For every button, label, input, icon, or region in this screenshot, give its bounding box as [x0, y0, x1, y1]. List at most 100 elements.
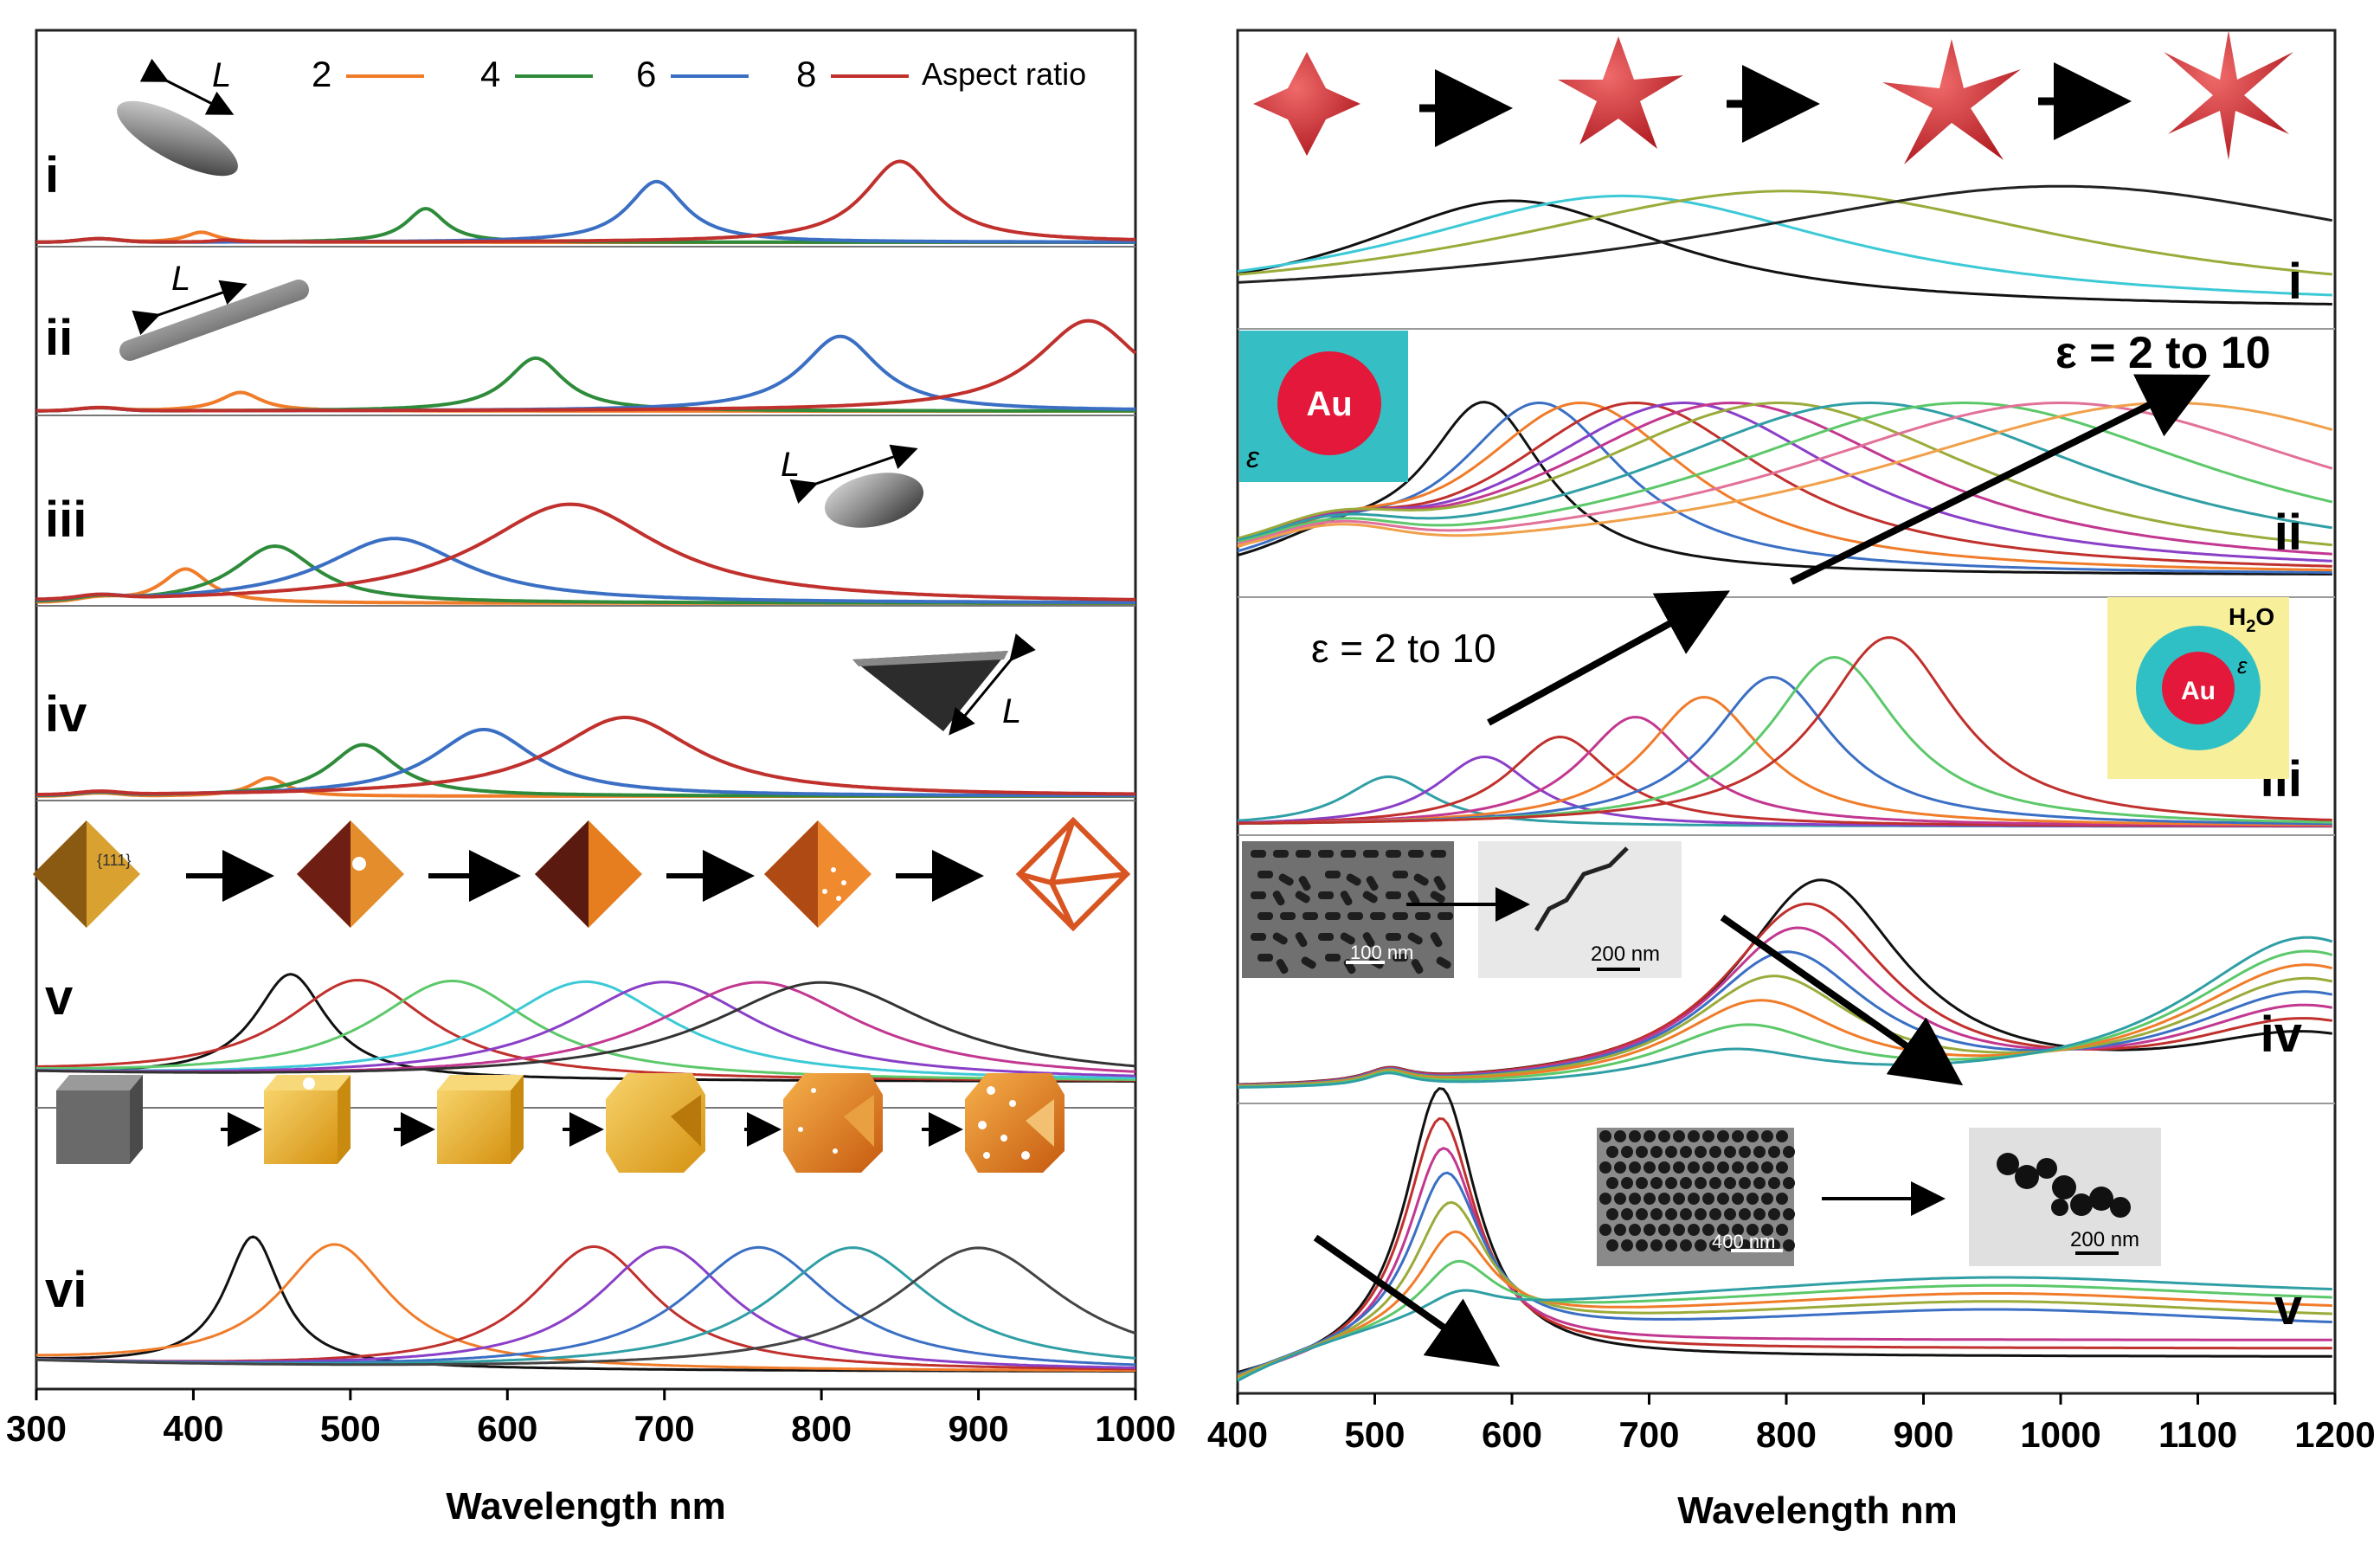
spectrum-panel-v-series-2: [36, 980, 1135, 1081]
spectrum-panel-iv-series-6: [1237, 949, 2333, 1089]
spectrum-panel-ii-series-8: [1237, 402, 2333, 544]
left-panel-separators: [36, 246, 1135, 1109]
spectrum-panel-v-series-1: [1237, 1116, 2332, 1376]
tick-label: 1000: [2020, 1414, 2100, 1455]
spectrum-panel-ii-series-4: [1237, 402, 2332, 563]
nanostar-growth-icons: [1239, 30, 2312, 164]
spectrum-ar-4-panel-iv: [35, 743, 1135, 798]
au-core-shell-water-inset: Au ε H2O: [2107, 597, 2289, 779]
spectrum-ar-4-panel-i: [36, 206, 1135, 244]
nanorod-icon: L: [119, 260, 309, 361]
panel-label-v: v: [45, 969, 73, 1026]
panel-label-iii: iii: [45, 492, 87, 548]
spectrum-panel-v-series-5: [36, 981, 1136, 1074]
disk-icon: L: [781, 444, 924, 528]
panel-label-i: i: [2288, 254, 2302, 310]
spectrum-panel-v-series-4: [1237, 1200, 2332, 1378]
spectrum-panel-v-series-3: [1237, 1171, 2332, 1376]
scale-bar-label: 100 nm: [1350, 942, 1413, 963]
epsilon-label: ε: [1246, 441, 1260, 474]
tem-chain-inset: 200 nm: [1478, 841, 1682, 978]
dimension-label: L: [212, 56, 231, 94]
octahedron-to-nanoframe-icons: {111}: [33, 816, 1131, 932]
spectrum-panel-v-series-2: [1237, 1147, 2332, 1378]
left-x-axis: 300 400 500 600 700 800 900 1000: [6, 1389, 1176, 1449]
panel-label-ii: ii: [45, 310, 73, 366]
spectrum-panel-ii-series-7: [1237, 402, 2333, 542]
tick-label: 700: [634, 1408, 695, 1449]
spectrum-panel-v-series-5: [1237, 1230, 2332, 1380]
spectrum-panel-v-series-4: [35, 981, 1136, 1077]
tick-label: 600: [1482, 1414, 1542, 1455]
spectrum-panel-iii-series-7: [1237, 636, 2332, 825]
legend-entry-2: 2: [312, 54, 331, 94]
spectrum-panel-ii-series-0: [1237, 401, 2332, 576]
tick-label: 1100: [2158, 1414, 2237, 1455]
spectrum-panel-iii-series-3: [1237, 716, 2332, 827]
spectrum-panel-i-series-1: [1237, 194, 2332, 297]
legend-entry-4: 4: [480, 54, 500, 94]
legend: 2 4 6 8 Aspect ratio: [312, 54, 1086, 94]
spectrum-ar-8-panel-iii: [35, 502, 1135, 601]
epsilon-label: ε: [2237, 653, 2248, 679]
tick-label: 500: [1344, 1414, 1405, 1455]
dimension-label: L: [171, 260, 190, 298]
tick-label: 800: [1756, 1414, 1817, 1455]
dimension-label: L: [781, 446, 800, 484]
spectrum-panel-v-series-6: [1237, 1259, 2332, 1381]
tick-label: 900: [949, 1408, 1009, 1449]
tem-nanorods-inset: 100 nm: [1242, 841, 1454, 978]
legend-entry-6: 6: [636, 54, 656, 94]
spectrum-ar-8-panel-ii: [36, 318, 1137, 413]
au-label: Au: [1306, 385, 1352, 423]
spectrum-panel-i-series-3: [1237, 184, 2333, 284]
legend-entry-8: 8: [796, 54, 816, 94]
facet-label: {111}: [97, 852, 131, 869]
spectrum-panel-ii-series-2: [1237, 401, 2332, 572]
panel-label-i: i: [45, 147, 59, 203]
right-x-axis: 400 500 600 700 800 900 1000 1100 1200: [1207, 1393, 2376, 1455]
au-label: Au: [2181, 677, 2216, 705]
spectrum-panel-vi-series-2: [35, 1245, 1135, 1371]
tem-aggregate-inset: 200 nm: [1969, 1128, 2161, 1266]
scale-bar-label: 400 nm: [1712, 1231, 1775, 1252]
spectrum-panel-iv-series-7: [1237, 936, 2333, 1089]
epsilon-range-annotation: ε = 2 to 10: [1311, 626, 1496, 671]
water-label: H2O: [2229, 603, 2274, 636]
spectrum-panel-i-series-2: [1237, 190, 2332, 276]
spectrum-panel-v-series-1: [35, 979, 1135, 1082]
triangular-prism-icon: L: [852, 633, 1036, 736]
spectrum-panel-ii-series-3: [1237, 401, 2332, 568]
cube-to-truncated-cube-icons: [56, 1073, 1065, 1173]
spectrum-ar-8-panel-iv: [35, 716, 1136, 797]
spectrum-panel-ii-series-1: [1237, 401, 2332, 574]
tick-label: 300: [6, 1408, 67, 1449]
panel-label-vi: vi: [45, 1262, 87, 1318]
trend-arrows: [1313, 374, 2211, 1367]
spectrum-panel-ii-series-6: [1237, 402, 2332, 547]
tick-label: 500: [320, 1408, 381, 1449]
tick-label: 1200: [2294, 1414, 2375, 1455]
right-x-axis-label: Wavelength nm: [1677, 1489, 1958, 1532]
left-plot-frame: [35, 29, 1137, 1391]
spectrum-panel-i-series-0: [1237, 199, 2332, 306]
prolate-spheroid-icon: L: [117, 56, 238, 177]
tick-label: 600: [477, 1408, 537, 1449]
dimension-label: L: [1002, 692, 1021, 730]
spectrum-panel-v-series-0: [1237, 1087, 2332, 1374]
scale-bar-label: 200 nm: [1591, 942, 1660, 966]
left-curves: [35, 159, 1137, 1373]
tick-label: 400: [163, 1408, 223, 1449]
tick-label: 1000: [1095, 1408, 1175, 1449]
spectrum-panel-ii-series-5: [1237, 401, 2332, 556]
epsilon-range-annotation: ε = 2 to 10: [2055, 328, 2271, 378]
panel-label-iv: iv: [45, 686, 87, 743]
tick-label: 900: [1893, 1414, 1953, 1455]
scale-bar-label: 200 nm: [2070, 1228, 2139, 1251]
spectrum-panel-vi-series-6: [35, 1246, 1136, 1367]
au-core-dielectric-inset: Au ε: [1239, 331, 1408, 482]
